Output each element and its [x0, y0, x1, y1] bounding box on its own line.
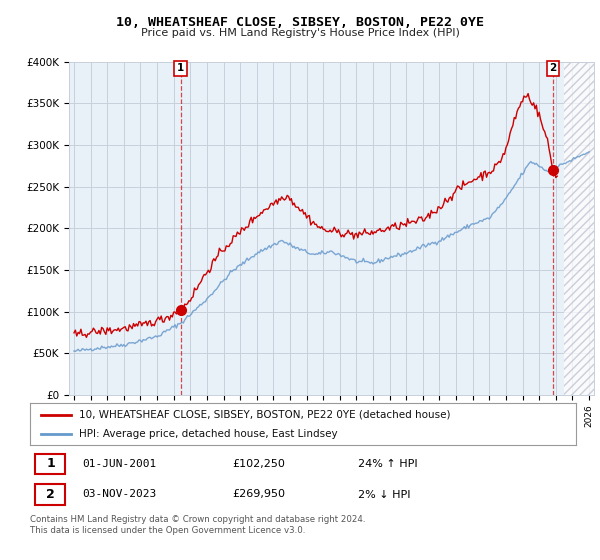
Text: 2: 2	[550, 63, 557, 73]
Text: 2: 2	[46, 488, 55, 501]
Text: Price paid vs. HM Land Registry's House Price Index (HPI): Price paid vs. HM Land Registry's House …	[140, 28, 460, 38]
Text: Contains HM Land Registry data © Crown copyright and database right 2024.
This d: Contains HM Land Registry data © Crown c…	[30, 515, 365, 535]
Text: 24% ↑ HPI: 24% ↑ HPI	[358, 459, 417, 469]
Text: £102,250: £102,250	[232, 459, 285, 469]
Text: 2% ↓ HPI: 2% ↓ HPI	[358, 489, 410, 500]
FancyBboxPatch shape	[35, 484, 65, 505]
Text: 01-JUN-2001: 01-JUN-2001	[82, 459, 156, 469]
Bar	[564, 62, 594, 395]
FancyBboxPatch shape	[35, 454, 65, 474]
Text: £269,950: £269,950	[232, 489, 285, 500]
Text: 1: 1	[177, 63, 184, 73]
Text: 10, WHEATSHEAF CLOSE, SIBSEY, BOSTON, PE22 0YE: 10, WHEATSHEAF CLOSE, SIBSEY, BOSTON, PE…	[116, 16, 484, 29]
Text: 10, WHEATSHEAF CLOSE, SIBSEY, BOSTON, PE22 0YE (detached house): 10, WHEATSHEAF CLOSE, SIBSEY, BOSTON, PE…	[79, 409, 451, 419]
Text: 03-NOV-2023: 03-NOV-2023	[82, 489, 156, 500]
Text: 1: 1	[46, 457, 55, 470]
Text: HPI: Average price, detached house, East Lindsey: HPI: Average price, detached house, East…	[79, 429, 338, 439]
